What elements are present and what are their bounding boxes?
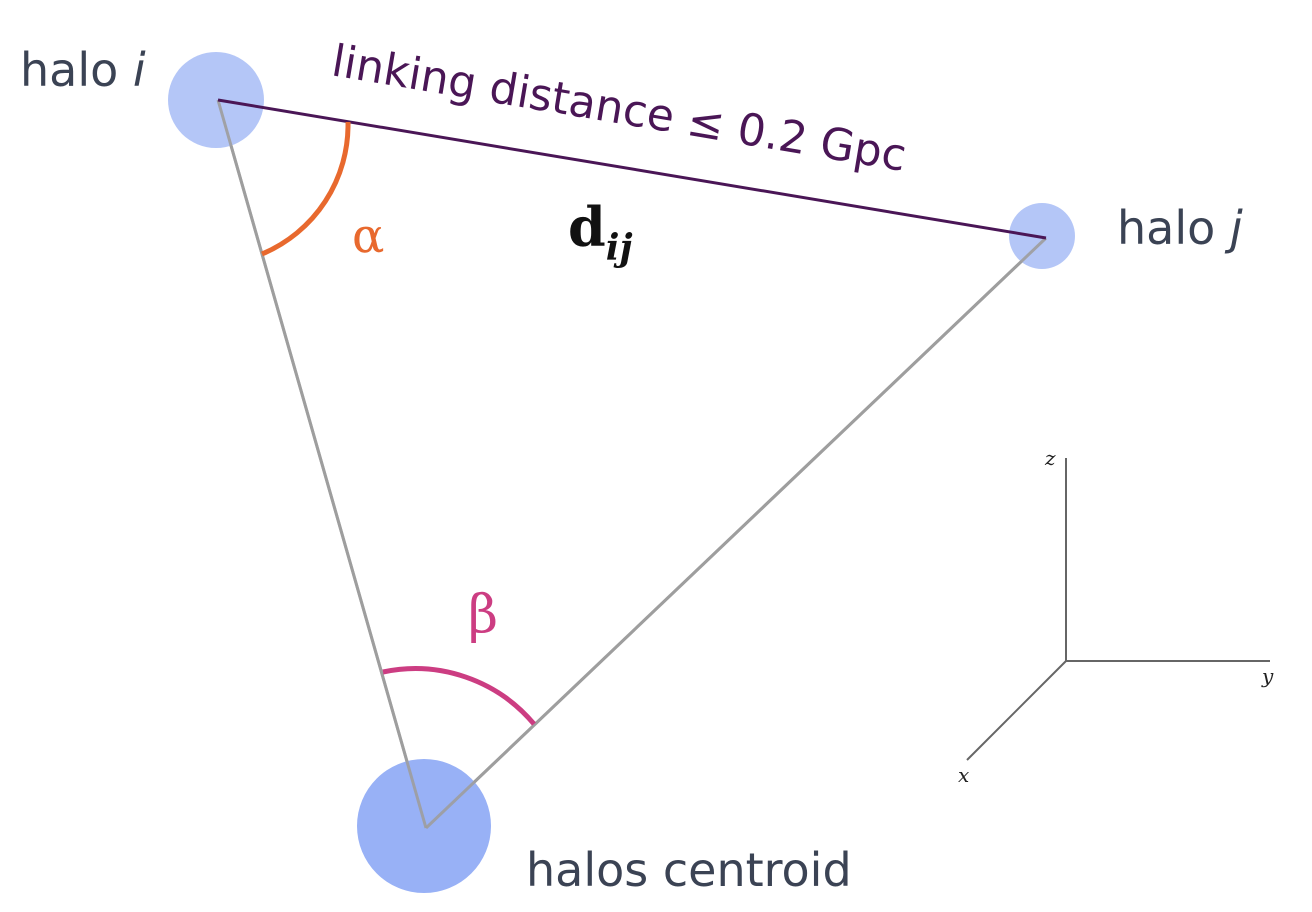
y-axis-label: y xyxy=(1261,664,1274,688)
linking-distance-label: linking distance ≤ 0.2 Gpc xyxy=(328,36,910,182)
edge-halo-j-to-centroid-overlay xyxy=(424,236,1048,830)
edge-halo-i-to-centroid-overlay xyxy=(216,99,428,829)
coordinate-axes: z y x xyxy=(958,446,1274,787)
halo-j-label: halo j xyxy=(1117,201,1243,255)
x-axis-line xyxy=(966,660,1067,761)
halo-i-circle xyxy=(168,52,264,148)
beta-arc xyxy=(382,666,536,726)
x-axis-label: x xyxy=(958,763,969,787)
halo-i-label: halo i xyxy=(20,43,146,97)
dij-label: dij xyxy=(568,195,632,269)
z-axis-label: z xyxy=(1044,446,1056,470)
alpha-arc xyxy=(261,121,351,257)
alpha-label: α xyxy=(352,208,384,264)
centroid-label: halos centroid xyxy=(526,843,852,897)
linking-distance-line xyxy=(217,98,1047,240)
beta-label: β xyxy=(468,585,498,645)
